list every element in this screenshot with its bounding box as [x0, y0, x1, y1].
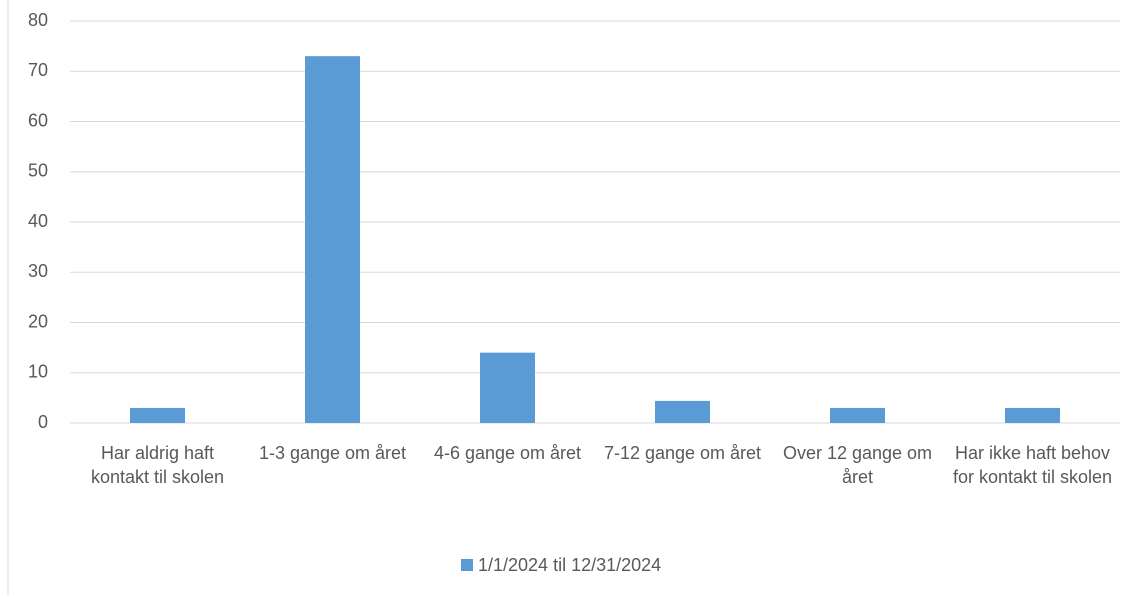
bar: [130, 407, 185, 423]
x-tick-label: Har ikke haft behov for kontakt til skol…: [952, 443, 1113, 487]
y-tick-label: 30: [28, 261, 48, 281]
y-tick-label: 40: [28, 211, 48, 231]
y-tick-label: 20: [28, 311, 48, 331]
x-tick-label: 1-3 gange om året: [258, 443, 407, 463]
y-tick-label: 50: [28, 161, 48, 181]
x-tick-label: Over 12 gange om året: [782, 443, 933, 487]
legend-swatch: [461, 559, 473, 571]
bar: [480, 352, 535, 423]
bar: [830, 407, 885, 423]
y-tick-label: 60: [28, 110, 48, 130]
y-tick-label: 80: [28, 10, 48, 30]
x-tick-label: Har aldrig haft kontakt til skolen: [90, 443, 225, 487]
x-tick-label: 4-6 gange om året: [433, 443, 582, 463]
y-tick-label: 70: [28, 60, 48, 80]
x-tick-label: 7-12 gange om året: [603, 443, 762, 463]
legend-label: 1/1/2024 til 12/31/2024: [478, 555, 661, 575]
y-tick-label: 10: [28, 362, 48, 382]
bar: [655, 400, 710, 423]
bar: [305, 56, 360, 424]
y-tick-label: 0: [38, 412, 48, 432]
bar: [1005, 407, 1060, 423]
